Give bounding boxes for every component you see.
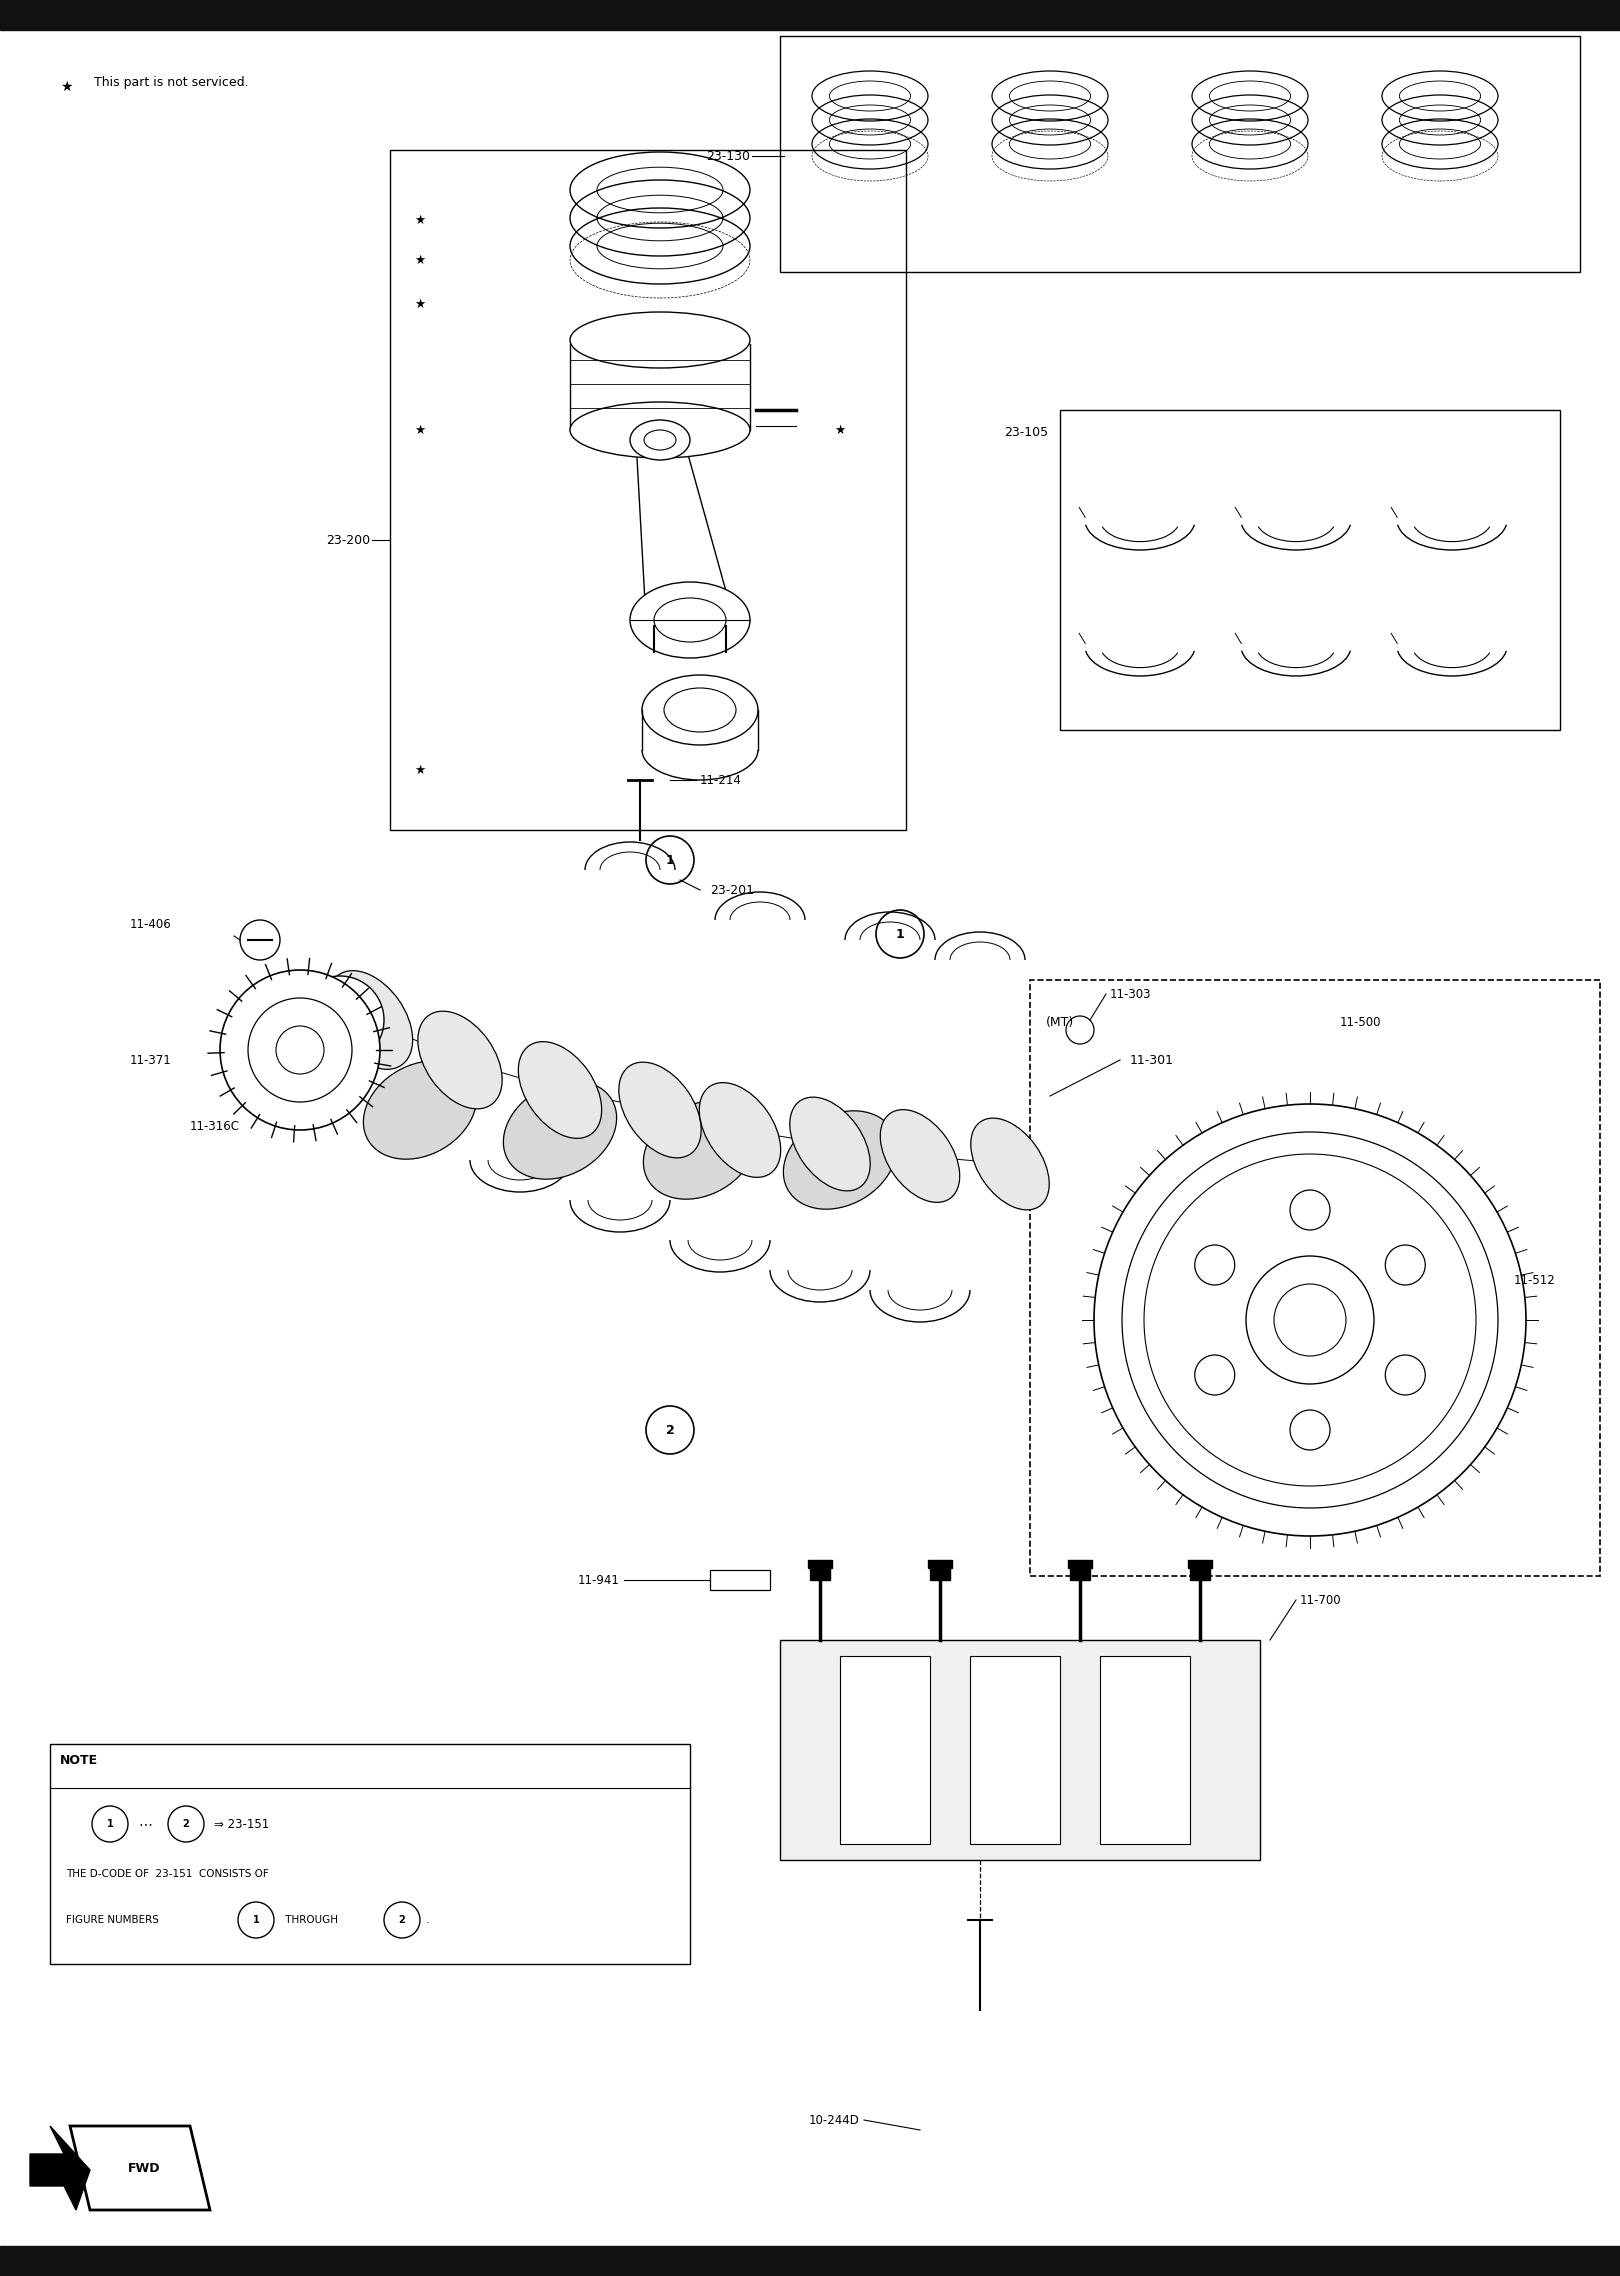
Text: 11-700: 11-700 (1299, 1593, 1341, 1607)
Text: 11-214: 11-214 (700, 774, 742, 787)
Bar (970, 1657, 1059, 1844)
Bar (810, 1564, 829, 1580)
Bar (0, 2246, 1620, 2276)
Text: This part is not serviced.: This part is not serviced. (91, 75, 248, 89)
Ellipse shape (700, 1083, 781, 1177)
Text: 11-406: 11-406 (130, 917, 172, 931)
Text: 23-200: 23-200 (326, 533, 369, 546)
Text: 2: 2 (183, 1819, 190, 1830)
Ellipse shape (518, 1042, 601, 1138)
Text: 11-512: 11-512 (1515, 1275, 1555, 1286)
Text: 11-316C: 11-316C (190, 1120, 240, 1133)
Ellipse shape (504, 1081, 617, 1179)
Text: ⋯: ⋯ (138, 1816, 152, 1830)
Text: 23-105: 23-105 (1004, 426, 1048, 439)
Text: 11-303: 11-303 (1110, 988, 1152, 1001)
Bar (390, 150, 906, 831)
Ellipse shape (630, 583, 750, 658)
Text: 1: 1 (896, 929, 904, 940)
Text: 11-500: 11-500 (1340, 1015, 1382, 1029)
Ellipse shape (327, 970, 413, 1070)
Text: THROUGH: THROUGH (282, 1914, 342, 1925)
Text: NOTE: NOTE (60, 1755, 99, 1766)
Ellipse shape (363, 1061, 476, 1158)
Text: ★: ★ (415, 762, 426, 776)
Text: 11-301: 11-301 (1131, 1054, 1174, 1067)
Bar (1068, 1559, 1092, 1568)
Ellipse shape (642, 676, 758, 744)
Ellipse shape (791, 1097, 870, 1190)
Bar (710, 1570, 769, 1591)
Bar (1187, 1559, 1212, 1568)
Text: FIGURE NUMBERS: FIGURE NUMBERS (66, 1914, 162, 1925)
Bar (1100, 1657, 1191, 1844)
Circle shape (1385, 1354, 1426, 1395)
Circle shape (296, 976, 384, 1063)
Circle shape (1094, 1104, 1526, 1536)
Polygon shape (70, 2126, 211, 2210)
Text: ★: ★ (415, 298, 426, 310)
Text: FWD: FWD (128, 2162, 160, 2174)
Text: ★: ★ (60, 80, 73, 93)
Bar (0, 0, 1620, 30)
Ellipse shape (880, 1111, 959, 1202)
Text: ★: ★ (415, 214, 426, 228)
Bar (930, 1564, 949, 1580)
Text: 2: 2 (666, 1422, 674, 1436)
Bar (841, 1657, 930, 1844)
Text: 1: 1 (107, 1819, 113, 1830)
Ellipse shape (570, 403, 750, 457)
Circle shape (1290, 1190, 1330, 1229)
Ellipse shape (643, 1102, 757, 1199)
Text: 1: 1 (666, 854, 674, 867)
Ellipse shape (570, 312, 750, 369)
Bar (808, 1559, 833, 1568)
Bar (928, 1559, 953, 1568)
Circle shape (1194, 1354, 1234, 1395)
Bar (50, 1743, 690, 1964)
Text: 2: 2 (399, 1914, 405, 1925)
Bar (779, 1641, 1260, 1859)
Circle shape (1290, 1411, 1330, 1450)
Text: .: . (426, 1914, 429, 1925)
Text: ★: ★ (834, 423, 846, 437)
Text: ⇒ 23-151: ⇒ 23-151 (214, 1819, 269, 1830)
Ellipse shape (630, 421, 690, 460)
Text: ★: ★ (415, 253, 426, 266)
Bar (1191, 1564, 1210, 1580)
Text: 1: 1 (253, 1914, 259, 1925)
Bar (1030, 981, 1601, 1575)
Text: 11-371: 11-371 (130, 1054, 172, 1067)
Ellipse shape (784, 1111, 896, 1209)
Circle shape (220, 970, 381, 1129)
Bar (1059, 410, 1560, 731)
Ellipse shape (970, 1118, 1050, 1211)
Text: ★: ★ (415, 423, 426, 437)
Text: (MT): (MT) (1047, 1015, 1074, 1029)
Polygon shape (31, 2126, 91, 2210)
Text: 11-941: 11-941 (578, 1573, 620, 1586)
Text: 23-130: 23-130 (706, 150, 750, 162)
Bar (779, 36, 1580, 273)
Polygon shape (637, 439, 734, 619)
Text: THE D-CODE OF  23-151  CONSISTS OF: THE D-CODE OF 23-151 CONSISTS OF (66, 1869, 269, 1880)
Circle shape (1385, 1245, 1426, 1286)
Text: 23-201: 23-201 (710, 883, 753, 897)
Text: 10-244D: 10-244D (808, 2114, 860, 2126)
Bar (1069, 1564, 1090, 1580)
Ellipse shape (619, 1063, 701, 1158)
Ellipse shape (418, 1011, 502, 1108)
Circle shape (1194, 1245, 1234, 1286)
